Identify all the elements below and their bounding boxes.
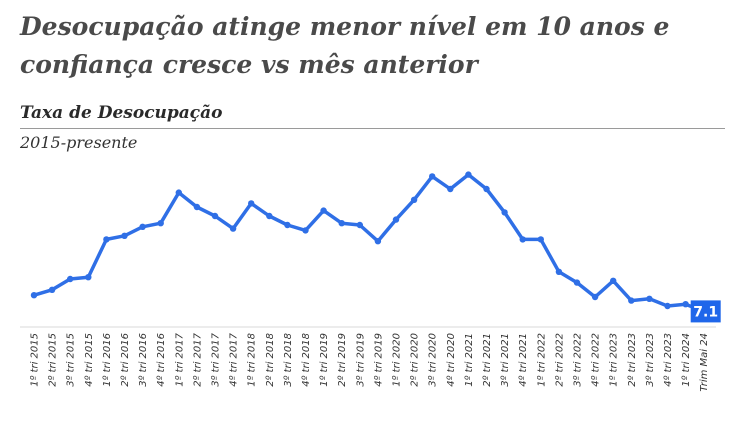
data-point [211,212,219,220]
x-tick-label: 4º tri 2020 [446,333,457,387]
x-tick-label: 1º tri 2021 [464,333,475,387]
data-point [229,225,237,232]
data-point [537,236,544,243]
data-point [157,220,164,227]
data-point [320,207,327,214]
chart-subtitle: 2015-presente [20,133,138,152]
data-point [646,295,653,302]
x-tick-label: 1º tri 2023 [609,333,620,387]
data-point [356,221,363,229]
data-point [284,221,291,229]
data-point [121,232,128,239]
x-tick-label: 4º tri 2016 [156,333,167,387]
data-point [139,223,146,230]
x-tick-label: 4º tri 2017 [229,332,240,386]
x-tick-label: 1º tri 2017 [174,332,185,386]
x-tick-label: 1º tri 2020 [392,333,403,387]
title-divider [20,128,725,129]
x-tick-label: 2º tri 2018 [265,333,276,387]
data-point [447,185,454,193]
x-tick-label: 2º tri 2015 [48,333,59,387]
data-point [248,200,255,207]
x-tick-label: 2º tri 2022 [554,333,565,387]
x-tick-label: 2º tri 2016 [120,333,131,387]
x-tick-label: 3º tri 2022 [573,333,584,387]
data-point [85,274,92,281]
x-tick-label: 1º tri 2018 [247,333,258,387]
chart-title: Taxa de Desocupação [20,103,223,123]
x-tick-label: 2º tri 2019 [337,333,348,387]
data-point [410,196,418,203]
x-tick-label: 3º tri 2020 [428,333,439,387]
x-tick-label: 2º tri 2023 [627,333,638,387]
end-value-label-box [690,300,721,323]
x-tick-label: 3º tri 2017 [211,332,222,386]
data-point [573,279,581,286]
data-point [465,171,472,178]
x-tick-label: 3º tri 2023 [645,333,656,387]
data-point [610,277,617,284]
x-tick-label: 1º tri 2016 [102,333,113,387]
data-point [175,189,182,196]
x-tick-label: 4º tri 2021 [518,333,529,387]
data-point [501,209,508,216]
x-tick-label: 2º tri 2017 [192,332,203,386]
data-point [682,301,689,308]
data-point [67,275,74,283]
data-point [392,216,400,223]
x-tick-label: Trim Mai 24 [699,333,710,392]
end-value-label-text: 7.1 [693,304,718,320]
x-tick-label: 2º tri 2021 [482,333,493,387]
x-tick-label: 3º tri 2015 [66,333,77,387]
data-point [103,236,110,243]
x-tick-label: 4º tri 2015 [84,333,95,387]
data-point [429,173,436,180]
data-point [591,293,599,301]
x-tick-label: 3º tri 2018 [283,333,294,387]
data-point [483,185,490,193]
x-tick-label: 4º tri 2018 [301,333,312,387]
data-point [302,227,309,234]
x-tick-label: 4º tri 2022 [591,333,602,387]
data-point [338,220,345,227]
data-point [374,238,382,245]
data-point [555,268,563,275]
data-point [519,236,526,243]
x-tick-label: 2º tri 2020 [410,333,421,387]
x-tick-label: 3º tri 2019 [355,333,366,387]
x-tick-label: 3º tri 2016 [138,333,149,387]
end-value-label: 7.1 [690,300,721,323]
x-tick-label: 1º tri 2022 [536,333,547,387]
x-tick-label: 1º tri 2015 [30,333,41,387]
data-point [628,297,635,304]
x-tick-label: 4º tri 2023 [663,333,674,387]
x-tick-label: 3º tri 2021 [500,333,511,387]
data-point [266,212,273,220]
data-point [30,292,38,299]
data-point [48,286,56,293]
headline: Desocupação atinge menor nível em 10 ano… [20,12,670,79]
x-tick-label: 4º tri 2019 [373,333,384,387]
data-point [664,302,671,310]
series-line [32,172,706,314]
data-point [193,203,201,211]
x-tick-label: 1º tri 2024 [681,333,692,387]
x-tick-label: 1º tri 2019 [319,333,330,387]
